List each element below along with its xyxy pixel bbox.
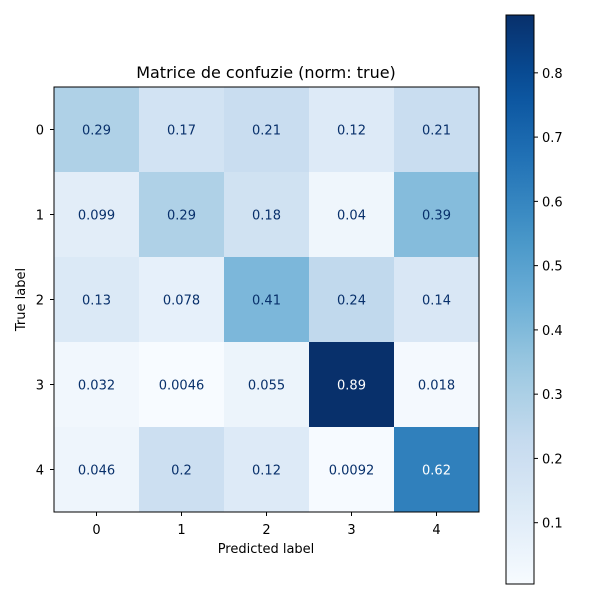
cell-value-label: 0.41 xyxy=(252,294,281,309)
heatmap-cell xyxy=(139,172,225,258)
heatmap-cell xyxy=(309,257,395,343)
heatmap-cell xyxy=(309,172,395,258)
y-axis-ticks: 0 1 2 3 4 xyxy=(36,124,54,479)
heatmap-cell xyxy=(54,257,140,343)
cell-value-label: 0.21 xyxy=(422,124,451,139)
cell-value-label: 0.89 xyxy=(337,379,366,394)
colorbar-tick-label: 0.2 xyxy=(542,452,563,467)
colorbar-ticks: 0.1 0.2 0.3 0.4 0.5 0.6 0.7 0.8 xyxy=(534,67,563,532)
chart-title: Matrice de confuzie (norm: true) xyxy=(136,63,396,82)
heatmap-cell xyxy=(224,87,310,173)
cell-value-label: 0.2 xyxy=(171,464,192,479)
heatmap-cells: 0.29 0.17 0.21 0.12 0.21 0.099 0.29 0.18 0.04 0.3… xyxy=(54,87,480,513)
x-tick-label: 4 xyxy=(432,523,440,538)
heatmap-cell xyxy=(394,172,480,258)
cell-value-label: 0.078 xyxy=(163,294,200,309)
cell-value-label: 0.04 xyxy=(337,209,366,224)
heatmap-cell xyxy=(54,427,140,513)
heatmap-cell xyxy=(224,257,310,343)
y-axis-label: True label xyxy=(14,268,29,332)
heatmap-cell xyxy=(394,87,480,173)
cell-value-label: 0.0046 xyxy=(159,379,205,394)
colorbar: 0.1 0.2 0.3 0.4 0.5 0.6 0.7 0.8 xyxy=(505,14,563,585)
y-tick-label: 4 xyxy=(36,464,44,479)
x-tick-label: 1 xyxy=(177,523,185,538)
heatmap-cell xyxy=(54,342,140,428)
cell-value-label: 0.29 xyxy=(167,209,196,224)
cell-value-label: 0.099 xyxy=(78,209,115,224)
colorbar-tick-label: 0.8 xyxy=(542,67,563,82)
heatmap-cell xyxy=(394,427,480,513)
heatmap-cell xyxy=(224,342,310,428)
heatmap-cell xyxy=(139,427,225,513)
cell-value-label: 0.17 xyxy=(167,124,196,139)
heatmap-cell xyxy=(139,257,225,343)
cell-value-label: 0.14 xyxy=(422,294,451,309)
heatmap-cell xyxy=(309,342,395,428)
colorbar-tick-label: 0.5 xyxy=(542,260,563,275)
cell-value-label: 0.13 xyxy=(82,294,111,309)
cell-value-label: 0.24 xyxy=(337,294,366,309)
heatmap-cell xyxy=(309,87,395,173)
cell-value-label: 0.12 xyxy=(337,124,366,139)
heatmap-cell xyxy=(224,427,310,513)
y-tick-label: 2 xyxy=(36,294,44,309)
x-tick-label: 2 xyxy=(262,523,270,538)
y-tick-label: 0 xyxy=(36,124,44,139)
heatmap-cell xyxy=(54,87,140,173)
cell-value-label: 0.018 xyxy=(418,379,455,394)
colorbar-tick-label: 0.1 xyxy=(542,517,563,532)
x-tick-label: 0 xyxy=(92,523,100,538)
y-tick-label: 1 xyxy=(36,209,44,224)
colorbar-gradient xyxy=(505,14,535,585)
heatmap-cell xyxy=(139,342,225,428)
heatmap-cell xyxy=(394,257,480,343)
cell-value-label: 0.18 xyxy=(252,209,281,224)
cell-value-label: 0.39 xyxy=(422,209,451,224)
cell-value-label: 0.12 xyxy=(252,464,281,479)
cell-value-label: 0.29 xyxy=(82,124,111,139)
colorbar-tick-label: 0.3 xyxy=(542,388,563,403)
heatmap-cell xyxy=(54,172,140,258)
cell-value-label: 0.032 xyxy=(78,379,115,394)
heatmap-cell xyxy=(224,172,310,258)
colorbar-tick-label: 0.4 xyxy=(542,324,563,339)
colorbar-tick-label: 0.7 xyxy=(542,131,563,146)
cell-value-label: 0.21 xyxy=(252,124,281,139)
cell-value-label: 0.055 xyxy=(248,379,285,394)
cell-value-label: 0.046 xyxy=(78,464,115,479)
heatmap-cell xyxy=(139,87,225,173)
cell-value-label: 0.62 xyxy=(422,464,451,479)
x-tick-label: 3 xyxy=(347,523,355,538)
x-axis-ticks: 0 1 2 3 4 xyxy=(92,512,441,538)
heatmap-cell xyxy=(394,342,480,428)
y-tick-label: 3 xyxy=(36,379,44,394)
x-axis-label: Predicted label xyxy=(218,542,315,557)
cell-value-label: 0.0092 xyxy=(329,464,375,479)
colorbar-tick-label: 0.6 xyxy=(542,195,563,210)
heatmap-cell xyxy=(309,427,395,513)
